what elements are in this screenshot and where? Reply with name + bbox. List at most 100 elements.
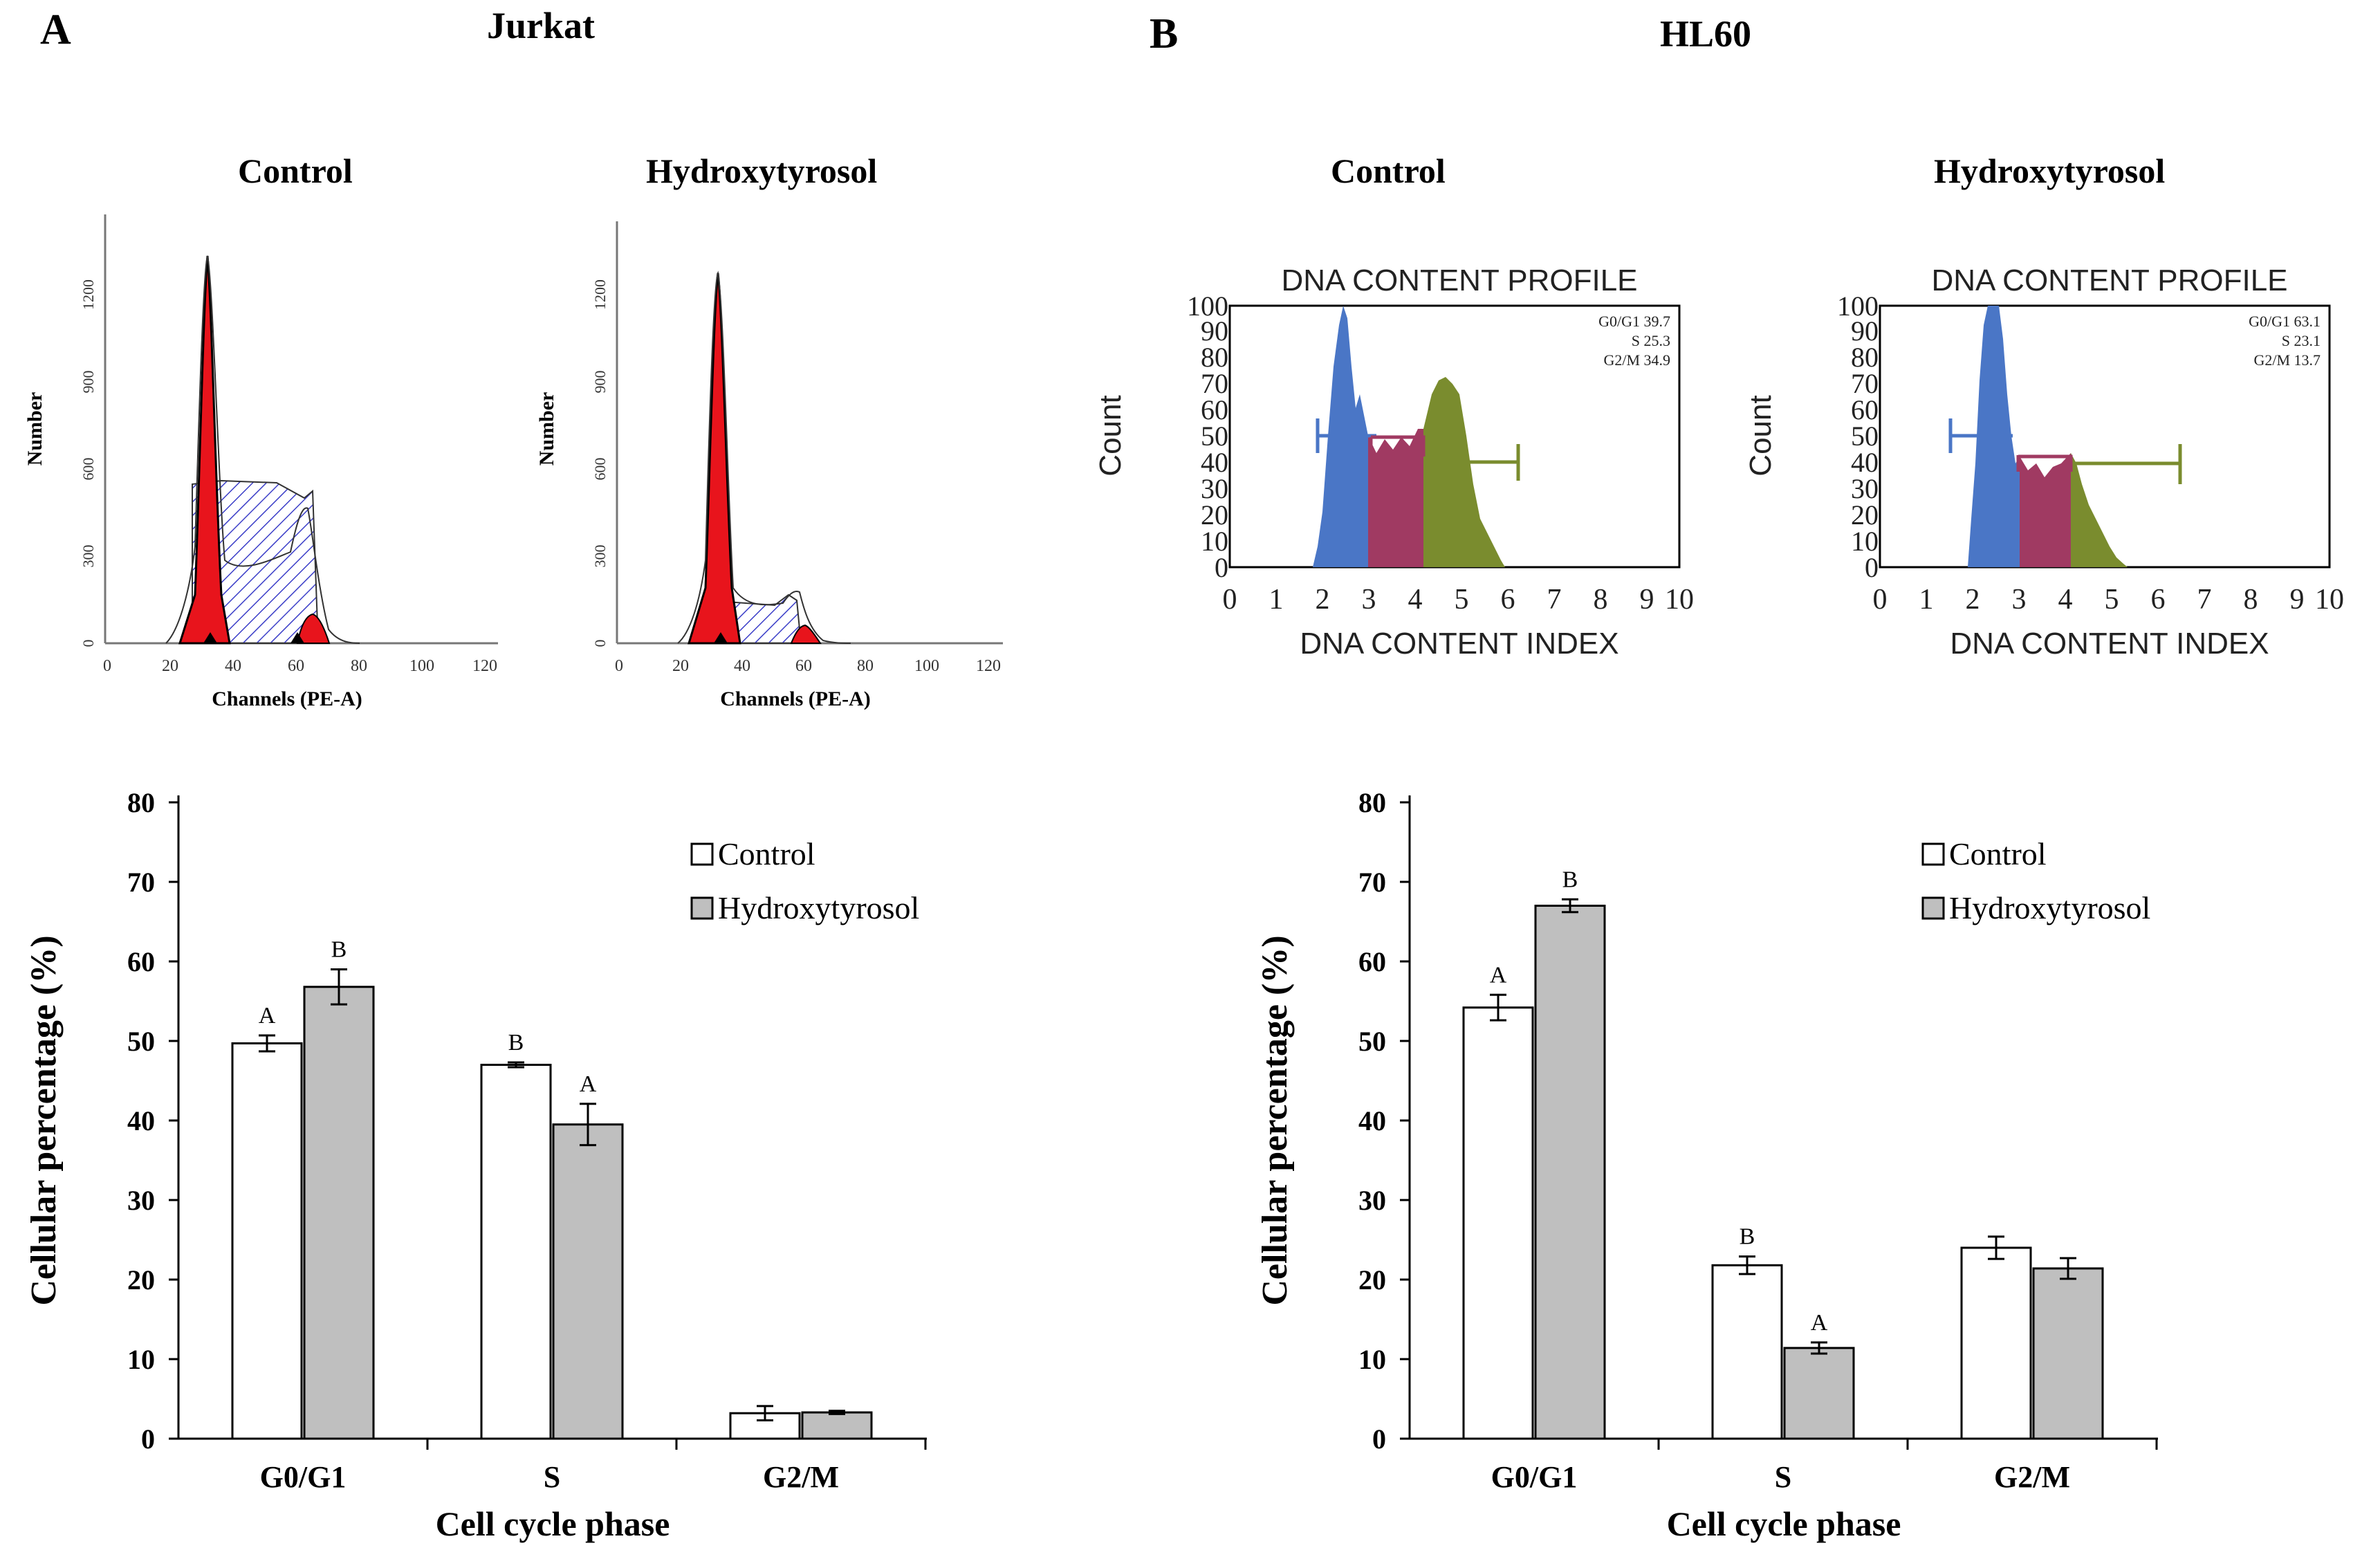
x-tick: 120: [976, 657, 1001, 675]
y-tick: 0: [80, 640, 97, 647]
error-bar: [1988, 1235, 2004, 1260]
profile-title: DNA CONTENT PROFILE: [1931, 264, 2287, 297]
bar-control: [1462, 1006, 1534, 1440]
y-tick: 1200: [80, 279, 97, 310]
panel-a-letter: A: [40, 6, 71, 53]
jurkat-treated-title: Hydroxytyrosol: [646, 151, 878, 190]
y-tick-label: 0: [1372, 1423, 1386, 1455]
bar-hydroxytyrosol: [1783, 1347, 1855, 1440]
y-tick-label: 60: [1358, 946, 1386, 977]
legend-swatch: [690, 842, 714, 866]
x-tick: 4: [1408, 584, 1423, 616]
y-tick: 0: [591, 640, 609, 647]
x-tick: 6: [2151, 584, 2166, 616]
y-tick-label: 40: [1358, 1105, 1386, 1136]
y-tick: 50: [1851, 421, 1879, 452]
x-axis-label: Cell cycle phase: [1667, 1504, 1901, 1543]
error-bar: [1739, 1255, 1755, 1275]
legend-swatch: [1921, 896, 1945, 920]
bar-hydroxytyrosol: [1534, 905, 1606, 1440]
x-tick: 4: [2058, 584, 2073, 616]
significance-letter: A: [1490, 962, 1507, 988]
y-tick: 80: [1851, 342, 1879, 373]
y-tick-label: 80: [1358, 787, 1386, 818]
y-axis-label: Number: [24, 392, 46, 466]
y-tick: 60: [1851, 394, 1879, 425]
x-tick: 80: [351, 657, 367, 675]
legend-label: Hydroxytyrosol: [718, 890, 919, 925]
y-tick: 20: [1201, 499, 1228, 531]
legend-swatch: [690, 896, 714, 920]
y-tick: 300: [591, 545, 609, 568]
bar-hydroxytyrosol: [2032, 1267, 2104, 1440]
g1-peak: [687, 273, 741, 645]
x-tick: 0: [1223, 584, 1237, 616]
jurkat-control-title: Control: [238, 151, 353, 190]
x-tick: 1: [1269, 584, 1284, 616]
bar-control: [480, 1064, 552, 1440]
x-tick: 20: [162, 657, 178, 675]
bar-hydroxytyrosol: [801, 1411, 873, 1440]
y-tick: 50: [1201, 421, 1228, 452]
legend-label: Hydroxytyrosol: [1949, 890, 2150, 925]
x-tick: 10: [2315, 584, 2344, 616]
hl60-control-dna-profile: DNA CONTENT PROFILE Count 0 10 20 30 40 …: [1094, 264, 1694, 661]
x-tick: 2: [1316, 584, 1330, 616]
y-tick: 60: [1201, 394, 1228, 425]
x-axis-label: Channels (PE-A): [212, 688, 362, 710]
y-axis-label: Number: [535, 392, 558, 466]
y-tick: 80: [1201, 342, 1228, 373]
s-phase: [2020, 453, 2071, 567]
significance-letter: B: [508, 1030, 524, 1055]
x-tick: 5: [2105, 584, 2119, 616]
y-tick: 600: [591, 458, 609, 481]
y-tick: 100: [1837, 290, 1879, 322]
y-tick: 10: [1201, 526, 1228, 557]
hl60-control-title: Control: [1331, 151, 1446, 190]
x-tick: 80: [857, 657, 874, 675]
error-bar: [1490, 993, 1506, 1022]
stat-g2m: G2/M 13.7: [2253, 351, 2321, 369]
error-bar: [331, 968, 347, 1006]
y-tick-label: 10: [127, 1344, 155, 1375]
g2-peak: [296, 613, 331, 644]
x-tick: 0: [103, 657, 111, 675]
bar-control: [1711, 1264, 1783, 1440]
x-tick: 40: [734, 657, 750, 675]
panel-a-title: Jurkat: [487, 5, 596, 46]
x-tick: 3: [2012, 584, 2027, 616]
y-tick: 0: [1865, 552, 1879, 583]
x-tick-label: G2/M: [763, 1460, 839, 1494]
error-bar: [829, 1410, 845, 1415]
x-tick-label: G0/G1: [260, 1460, 347, 1494]
x-tick: 120: [472, 657, 497, 675]
stat-s: S 25.3: [1632, 332, 1670, 349]
jurkat-treated-histogram: Number 0 300 600 900 1200 0 20 40 60 80 …: [535, 221, 1003, 710]
x-tick: 1: [1919, 584, 1934, 616]
s-phase: [1368, 429, 1423, 567]
bar-hydroxytyrosol: [303, 986, 375, 1440]
y-tick: 300: [80, 545, 97, 568]
y-tick: 40: [1851, 447, 1879, 478]
g2m-phase: [1423, 377, 1505, 567]
x-tick: 100: [914, 657, 939, 675]
error-bar: [259, 1034, 275, 1053]
bar-control: [1960, 1246, 2032, 1440]
y-axis-label: Cellular percentage (%): [24, 935, 64, 1305]
y-tick: 900: [591, 371, 609, 394]
error-bar: [2060, 1257, 2076, 1280]
significance-letter: B: [1740, 1224, 1755, 1250]
y-tick: 30: [1851, 473, 1879, 504]
legend-label: Control: [1949, 836, 2047, 871]
significance-letter: B: [331, 937, 347, 963]
x-tick: 40: [225, 657, 241, 675]
error-bar: [757, 1405, 773, 1422]
x-axis-label: Cell cycle phase: [436, 1504, 670, 1543]
y-tick-label: 50: [1358, 1026, 1386, 1057]
x-tick-label: S: [544, 1460, 560, 1494]
y-tick: 70: [1201, 368, 1228, 399]
g2m-phase: [2071, 453, 2128, 567]
y-tick-label: 20: [127, 1264, 155, 1295]
x-tick-label: G2/M: [1994, 1460, 2070, 1494]
x-axis-label: DNA CONTENT INDEX: [1300, 627, 1618, 661]
